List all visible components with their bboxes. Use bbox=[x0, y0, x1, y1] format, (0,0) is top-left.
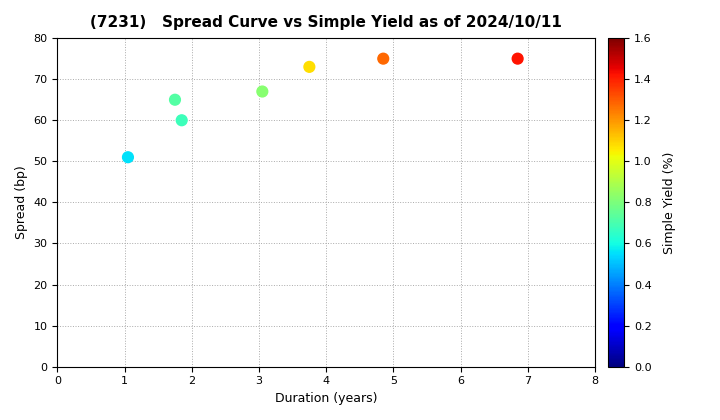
Point bbox=[169, 96, 181, 103]
Point bbox=[377, 55, 389, 62]
Y-axis label: Simple Yield (%): Simple Yield (%) bbox=[663, 151, 676, 254]
Point bbox=[512, 55, 523, 62]
Point bbox=[176, 117, 187, 123]
Point bbox=[304, 63, 315, 70]
X-axis label: Duration (years): Duration (years) bbox=[275, 392, 377, 405]
Point bbox=[256, 88, 268, 95]
Point bbox=[122, 154, 134, 160]
Title: (7231)   Spread Curve vs Simple Yield as of 2024/10/11: (7231) Spread Curve vs Simple Yield as o… bbox=[90, 15, 562, 30]
Y-axis label: Spread (bp): Spread (bp) bbox=[15, 165, 28, 239]
